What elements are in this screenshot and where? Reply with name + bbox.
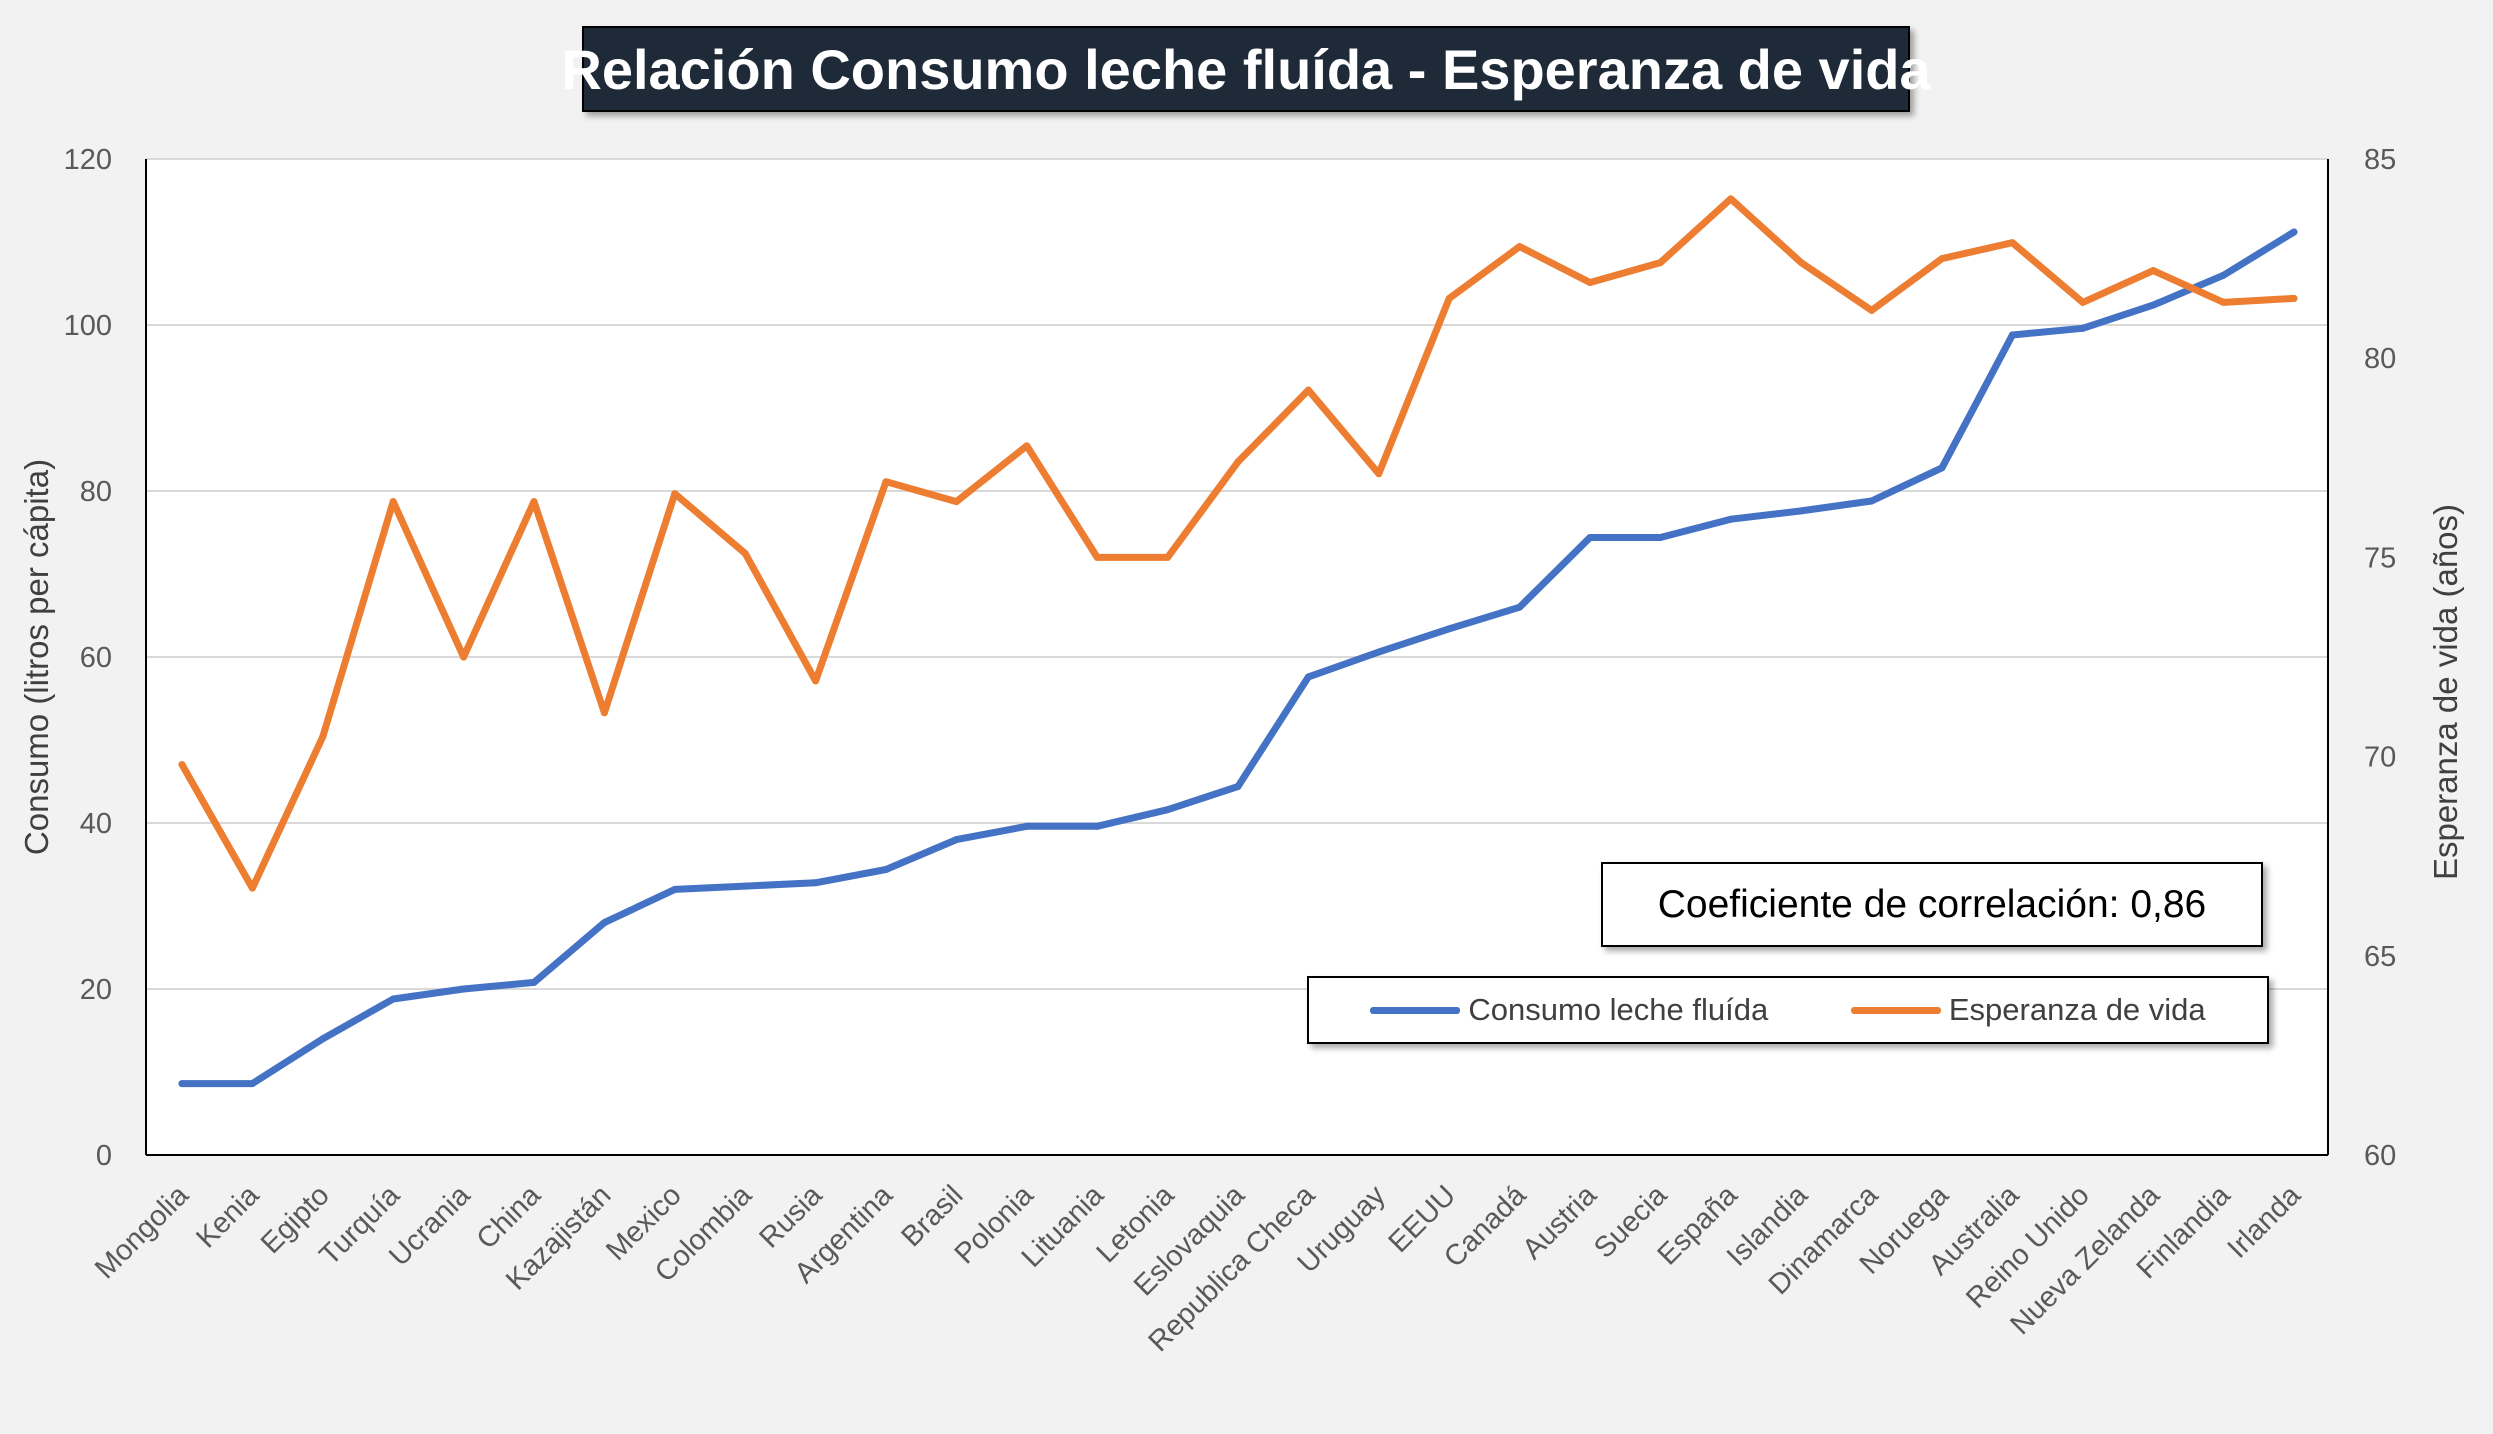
correlation-annotation: Coeficiente de correlación: 0,86 (1601, 862, 2263, 947)
point-esperanza (530, 498, 538, 506)
legend-label-consumo: Consumo leche fluída (1468, 992, 1769, 1027)
x-category-label: Ucrania (383, 1179, 477, 1273)
point-consumo (1797, 507, 1805, 515)
chart-title: Relación Consumo leche fluída - Esperanz… (561, 26, 1931, 112)
y-left-axis-title: Consumo (litros per cápita) (18, 459, 55, 855)
point-consumo (460, 985, 468, 993)
point-esperanza (2008, 239, 2016, 247)
point-consumo (319, 1035, 327, 1043)
point-esperanza (1304, 386, 1312, 394)
legend-swatch-consumo (1370, 1006, 1461, 1014)
point-consumo (1234, 782, 1242, 790)
point-esperanza (178, 761, 186, 769)
point-esperanza (1445, 294, 1453, 302)
y-right-tick-label: 75 (2364, 542, 2396, 574)
x-category-label: Kenia (190, 1179, 266, 1255)
point-esperanza (1164, 553, 1172, 561)
point-consumo (1445, 625, 1453, 633)
y-right-tick-label: 65 (2364, 941, 2396, 973)
point-esperanza (1727, 195, 1735, 203)
y-left-tick-label: 120 (64, 144, 112, 176)
point-consumo (1938, 464, 1946, 472)
point-esperanza (671, 490, 679, 498)
point-consumo (1093, 822, 1101, 830)
point-consumo (1727, 515, 1735, 523)
legend-label-esperanza: Esperanza de vida (1948, 992, 2206, 1027)
y-left-tick-label: 40 (80, 808, 112, 840)
y-right-axis-title: Esperanza de vida (años) (2427, 504, 2464, 880)
point-esperanza (882, 478, 890, 486)
point-esperanza (460, 653, 468, 661)
point-esperanza (1234, 458, 1242, 466)
legend-item-consumo: Consumo leche fluída (1370, 992, 1768, 1028)
point-esperanza (2149, 267, 2157, 275)
point-consumo (1586, 533, 1594, 541)
point-esperanza (1375, 470, 1383, 478)
point-esperanza (1656, 259, 1664, 267)
point-esperanza (2079, 298, 2087, 306)
point-consumo (178, 1080, 186, 1088)
x-category-label: Irlanda (2222, 1179, 2308, 1265)
point-consumo (1164, 806, 1172, 814)
point-esperanza (319, 733, 327, 741)
y-left-tick-label: 20 (80, 974, 112, 1006)
x-category-label: Austria (1516, 1179, 1603, 1266)
point-esperanza (1516, 243, 1524, 251)
legend-swatch-esperanza (1850, 1006, 1941, 1014)
point-esperanza (1868, 306, 1876, 314)
point-esperanza (952, 498, 960, 506)
point-esperanza (1093, 553, 1101, 561)
point-consumo (248, 1080, 256, 1088)
point-consumo (812, 879, 820, 887)
point-esperanza (1938, 255, 1946, 263)
y-left-tick-label: 80 (80, 476, 112, 508)
y-right-tick-label: 70 (2364, 742, 2396, 774)
y-right-tick-label: 80 (2364, 343, 2396, 375)
point-esperanza (2220, 298, 2228, 306)
point-esperanza (248, 884, 256, 892)
point-consumo (882, 865, 890, 873)
y-right-tick-label: 85 (2364, 144, 2396, 176)
point-consumo (1304, 673, 1312, 681)
point-consumo (2220, 271, 2228, 279)
point-consumo (1868, 497, 1876, 505)
point-consumo (1375, 648, 1383, 656)
point-consumo (671, 885, 679, 893)
point-esperanza (1023, 442, 1031, 450)
point-esperanza (600, 709, 608, 717)
y-left-tick-label: 0 (96, 1140, 112, 1172)
point-esperanza (812, 677, 820, 685)
point-consumo (1516, 603, 1524, 611)
point-esperanza (1797, 259, 1805, 267)
point-consumo (741, 882, 749, 890)
point-consumo (389, 995, 397, 1003)
point-consumo (2149, 301, 2157, 309)
point-consumo (1023, 822, 1031, 830)
chart-legend: Consumo leche fluída Esperanza de vida (1307, 976, 2269, 1044)
point-esperanza (389, 498, 397, 506)
point-consumo (530, 978, 538, 986)
y-right-tick-label: 60 (2364, 1140, 2396, 1172)
y-left-tick-label: 100 (64, 310, 112, 342)
legend-item-esperanza: Esperanza de vida (1850, 992, 2206, 1028)
point-consumo (2290, 228, 2298, 236)
point-consumo (2079, 324, 2087, 332)
point-consumo (952, 836, 960, 844)
y-left-tick-label: 60 (80, 642, 112, 674)
point-consumo (2008, 331, 2016, 339)
point-consumo (1656, 533, 1664, 541)
point-esperanza (741, 549, 749, 557)
point-consumo (600, 919, 608, 927)
x-category-label: Mongolia (89, 1179, 195, 1285)
point-esperanza (1586, 279, 1594, 287)
point-esperanza (2290, 294, 2298, 302)
